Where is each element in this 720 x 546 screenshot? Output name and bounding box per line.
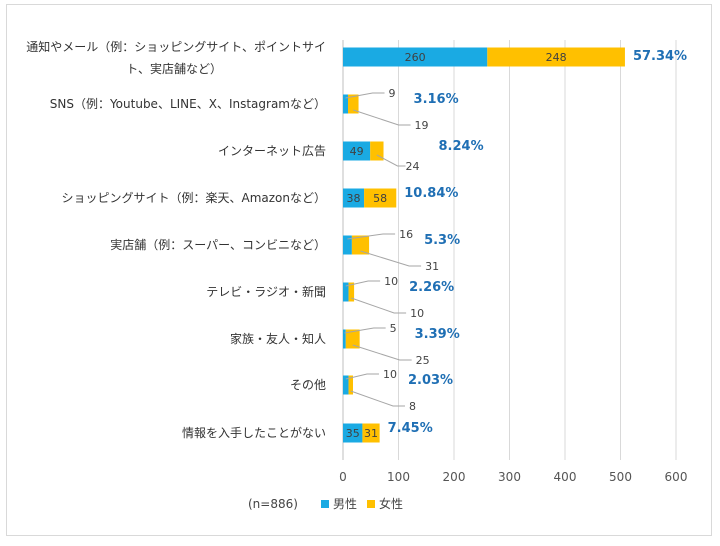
leader-line — [345, 280, 381, 287]
bar-female — [348, 282, 355, 302]
x-tick-label: 200 — [443, 470, 466, 484]
category-label: 家族・友人・知人 — [230, 331, 326, 346]
bar-female — [345, 329, 360, 349]
leader-line — [376, 154, 406, 167]
data-label-male: 5 — [390, 322, 397, 335]
bar-male — [343, 282, 349, 302]
data-label-female: 31 — [425, 260, 439, 273]
category-label: 実店舗（例：スーパー、コンビニなど） — [110, 237, 326, 252]
bar-male — [343, 235, 352, 255]
category-label: ト、実店舗など） — [126, 61, 222, 76]
bar-female — [364, 188, 397, 208]
x-tick-label: 100 — [387, 470, 410, 484]
percentage-label: 2.03% — [408, 373, 453, 388]
bar-male — [343, 47, 488, 67]
category-label: ショッピングサイト（例：楽天、Amazonなど） — [62, 191, 327, 205]
bar-female — [370, 141, 384, 161]
legend-swatch-male — [321, 500, 329, 508]
percentage-label: 5.3% — [424, 233, 460, 248]
bar-female — [487, 47, 625, 67]
bar-male — [343, 375, 349, 395]
legend-label-male: 男性 — [333, 497, 357, 511]
category-label: SNS（例：Youtube、LINE、X、Instagramなど） — [50, 97, 326, 111]
data-label-female: 31 — [364, 427, 378, 440]
data-label-female: 58 — [373, 192, 387, 205]
x-tick-label: 300 — [498, 470, 521, 484]
legend-label-female: 女性 — [379, 496, 403, 511]
category-label: 情報を入手したことがない — [182, 425, 326, 440]
leader-line — [353, 109, 411, 126]
leader-line — [350, 390, 405, 407]
bar-male — [343, 188, 365, 208]
leader-line — [352, 344, 412, 361]
percentage-label: 2.26% — [409, 280, 454, 295]
leader-line — [347, 233, 396, 240]
percentage-label: 3.16% — [414, 92, 459, 107]
x-tick-label: 0 — [339, 470, 347, 484]
data-label-male: 10 — [383, 368, 397, 381]
bar-female — [362, 423, 380, 443]
bar-male — [343, 423, 363, 443]
leader-line — [345, 92, 385, 99]
data-label-male: 9 — [389, 87, 396, 100]
sample-size-note: (n=886) — [248, 497, 298, 511]
percentage-label: 57.34% — [633, 49, 687, 64]
x-tick-label: 400 — [554, 470, 577, 484]
leader-line — [344, 327, 386, 334]
data-label-male: 16 — [399, 228, 413, 241]
data-label-male: 260 — [405, 51, 426, 64]
percentage-label: 7.45% — [388, 421, 433, 436]
leader-line — [345, 373, 379, 380]
bar-female — [348, 375, 353, 395]
data-label-female: 25 — [416, 354, 430, 367]
bar-male — [343, 329, 346, 349]
chart-frame — [6, 4, 712, 536]
category-label: インターネット広告 — [218, 144, 326, 158]
data-label-male: 10 — [384, 275, 398, 288]
data-label-male: 49 — [350, 145, 364, 158]
data-label-male: 38 — [347, 192, 361, 205]
percentage-label: 3.39% — [415, 327, 460, 342]
x-tick-label: 500 — [609, 470, 632, 484]
data-label-female: 24 — [406, 160, 420, 173]
data-label-female: 19 — [415, 119, 429, 132]
bar-female — [347, 94, 359, 114]
legend-swatch-female — [367, 500, 375, 508]
category-label: 通知やメール（例：ショッピングサイト、ポイントサイ — [26, 40, 326, 54]
data-label-male: 35 — [346, 427, 360, 440]
leader-line — [360, 250, 422, 267]
percentage-label: 8.24% — [439, 139, 484, 154]
category-label: テレビ・ラジオ・新聞 — [206, 284, 326, 299]
data-label-female: 248 — [546, 51, 567, 64]
data-label-female: 8 — [409, 400, 416, 413]
category-label: その他 — [290, 378, 326, 392]
percentage-label: 10.84% — [404, 186, 458, 201]
data-label-female: 10 — [410, 307, 424, 320]
leader-line — [351, 297, 407, 314]
x-tick-label: 600 — [665, 470, 688, 484]
bar-male — [343, 94, 348, 114]
bar-male — [343, 141, 371, 161]
bar-female — [351, 235, 370, 255]
